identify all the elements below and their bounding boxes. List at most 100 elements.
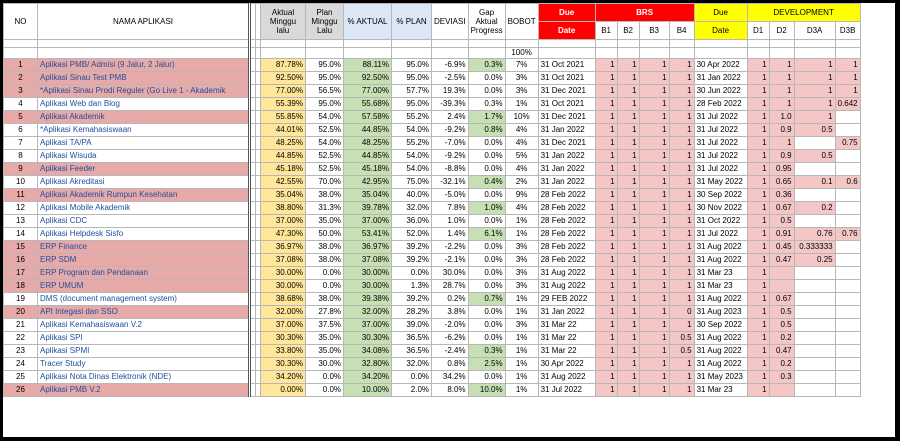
brs-b1[interactable]: 1: [594, 357, 618, 371]
dev-due-date[interactable]: 31 Aug 2022: [693, 253, 748, 267]
brs-b3[interactable]: 1: [638, 305, 670, 319]
aktual-minggu-lalu[interactable]: 44.85%: [260, 149, 306, 163]
brs-b4[interactable]: 1: [668, 162, 695, 176]
bobot[interactable]: 7%: [504, 58, 539, 72]
brs-b4[interactable]: 1: [668, 253, 695, 267]
brs-b4[interactable]: 1: [668, 266, 695, 280]
deviasi[interactable]: 7.8%: [431, 201, 469, 215]
brs-due-date[interactable]: 30 Apr 2022: [537, 357, 596, 371]
brs-b2[interactable]: 1: [616, 227, 640, 241]
brs-b3[interactable]: 1: [638, 162, 670, 176]
plan-minggu-lalu[interactable]: 35.0%: [305, 344, 344, 358]
dev-d2[interactable]: 1: [768, 58, 795, 72]
dev-due-date[interactable]: 31 Mar 23: [693, 266, 748, 280]
deviasi[interactable]: 1.4%: [431, 227, 469, 241]
table-row[interactable]: 2 Aplikasi Sinau Test PMB 92.50% 95.0% 92.50…: [3, 71, 861, 85]
gap-progress[interactable]: 0.0%: [467, 214, 506, 228]
persen-plan[interactable]: 54.0%: [391, 162, 432, 176]
dev-due-date[interactable]: 31 Oct 2022: [693, 214, 748, 228]
gap-progress[interactable]: 0.0%: [467, 279, 506, 293]
table-row[interactable]: 22 Aplikasi SPI 30.30% 35.0% 30.30% 36.5% -6.2…: [3, 331, 861, 345]
persen-aktual[interactable]: 55.68%: [343, 97, 392, 111]
persen-aktual[interactable]: 37.00%: [343, 318, 392, 332]
brs-due-date[interactable]: 31 Dec 2021: [537, 110, 596, 124]
brs-due-date[interactable]: 31 Oct 2021: [537, 71, 596, 85]
app-name[interactable]: Aplikasi SPI: [37, 331, 250, 345]
row-number[interactable]: 4: [3, 97, 38, 111]
brs-b4[interactable]: 1: [668, 383, 695, 397]
table-row[interactable]: 25 Aplikasi Nota Dinas Elektronik (NDE) 34…: [3, 370, 861, 384]
brs-b4[interactable]: 1: [668, 201, 695, 215]
dev-d3b[interactable]: [834, 344, 861, 358]
plan-minggu-lalu[interactable]: 0.0%: [305, 370, 344, 384]
gap-progress[interactable]: 6.1%: [467, 227, 506, 241]
dev-d3b[interactable]: [834, 149, 861, 163]
dev-due-date[interactable]: 31 Aug 2022: [693, 240, 748, 254]
persen-plan[interactable]: 32.0%: [391, 357, 432, 371]
persen-plan[interactable]: 57.7%: [391, 84, 432, 98]
brs-b1[interactable]: 1: [594, 240, 618, 254]
brs-b4[interactable]: 1: [668, 84, 695, 98]
brs-b3[interactable]: 1: [638, 97, 670, 111]
row-number[interactable]: 13: [3, 214, 38, 228]
dev-due-date[interactable]: 28 Feb 2022: [693, 97, 748, 111]
persen-plan[interactable]: 54.0%: [391, 149, 432, 163]
brs-b3[interactable]: 1: [638, 279, 670, 293]
bobot[interactable]: 9%: [504, 188, 539, 202]
dev-d3b[interactable]: [834, 331, 861, 345]
bobot[interactable]: 3%: [504, 266, 539, 280]
brs-b4[interactable]: 1: [668, 188, 695, 202]
app-name[interactable]: ERP UMUM: [37, 279, 250, 293]
persen-plan[interactable]: 36.0%: [391, 214, 432, 228]
bobot[interactable]: 1%: [504, 383, 539, 397]
bobot[interactable]: 1%: [504, 305, 539, 319]
dev-d3b[interactable]: 1: [834, 84, 861, 98]
table-row[interactable]: 7 Aplikasi TA/PA 48.25% 54.0% 48.25% 55.2% -7.…: [3, 136, 861, 150]
dev-due-date[interactable]: 30 Nov 2022: [693, 201, 748, 215]
dev-d3b[interactable]: [834, 383, 861, 397]
table-row[interactable]: 9 Aplikasi Feeder 45.18% 52.5% 45.18% 54.0% -8…: [3, 162, 861, 176]
gap-progress[interactable]: 0.0%: [467, 71, 506, 85]
aktual-minggu-lalu[interactable]: 38.68%: [260, 292, 306, 306]
plan-minggu-lalu[interactable]: 54.0%: [305, 136, 344, 150]
dev-d3b[interactable]: [834, 305, 861, 319]
brs-b4[interactable]: 0.5: [668, 331, 695, 345]
persen-plan[interactable]: 52.0%: [391, 227, 432, 241]
brs-b2[interactable]: 1: [616, 123, 640, 137]
dev-d2[interactable]: 0.5: [768, 318, 795, 332]
dev-d1[interactable]: 1: [746, 331, 770, 345]
brs-b3[interactable]: 1: [638, 227, 670, 241]
deviasi[interactable]: -2.5%: [431, 71, 469, 85]
table-row[interactable]: 11 Aplikasi Akademik Rumpun Kesehatan 35.0…: [3, 188, 861, 202]
brs-b2[interactable]: 1: [616, 292, 640, 306]
brs-b2[interactable]: 1: [616, 279, 640, 293]
app-name[interactable]: Aplikasi Mobile Akademik: [37, 201, 250, 215]
brs-due-date[interactable]: 28 Feb 2022: [537, 253, 596, 267]
brs-b1[interactable]: 1: [594, 344, 618, 358]
brs-b1[interactable]: 1: [594, 110, 618, 124]
dev-d3a[interactable]: [793, 162, 836, 176]
dev-d3a[interactable]: 0.333333: [793, 240, 836, 254]
deviasi[interactable]: 28.7%: [431, 279, 469, 293]
dev-d2[interactable]: 0.91: [768, 227, 795, 241]
brs-b3[interactable]: 1: [638, 240, 670, 254]
bobot[interactable]: 5%: [504, 149, 539, 163]
row-number[interactable]: 25: [3, 370, 38, 384]
brs-due-date[interactable]: 31 Jan 2022: [537, 162, 596, 176]
brs-b2[interactable]: 1: [616, 331, 640, 345]
deviasi[interactable]: 30.0%: [431, 266, 469, 280]
dev-d2[interactable]: 0.9: [768, 149, 795, 163]
dev-d3a[interactable]: [793, 344, 836, 358]
brs-b1[interactable]: 1: [594, 188, 618, 202]
brs-b4[interactable]: 1: [668, 214, 695, 228]
dev-d2[interactable]: 0.5: [768, 214, 795, 228]
brs-b3[interactable]: 1: [638, 266, 670, 280]
app-name[interactable]: Aplikasi Feeder: [37, 162, 250, 176]
dev-d1[interactable]: 1: [746, 136, 770, 150]
brs-b3[interactable]: 1: [638, 175, 670, 189]
bobot[interactable]: 1%: [504, 370, 539, 384]
dev-d3b[interactable]: [834, 279, 861, 293]
table-row[interactable]: 8 Aplikasi Wisuda 44.85% 52.5% 44.85% 54.0% -9…: [3, 149, 861, 163]
row-number[interactable]: 10: [3, 175, 38, 189]
plan-minggu-lalu[interactable]: 35.0%: [305, 331, 344, 345]
